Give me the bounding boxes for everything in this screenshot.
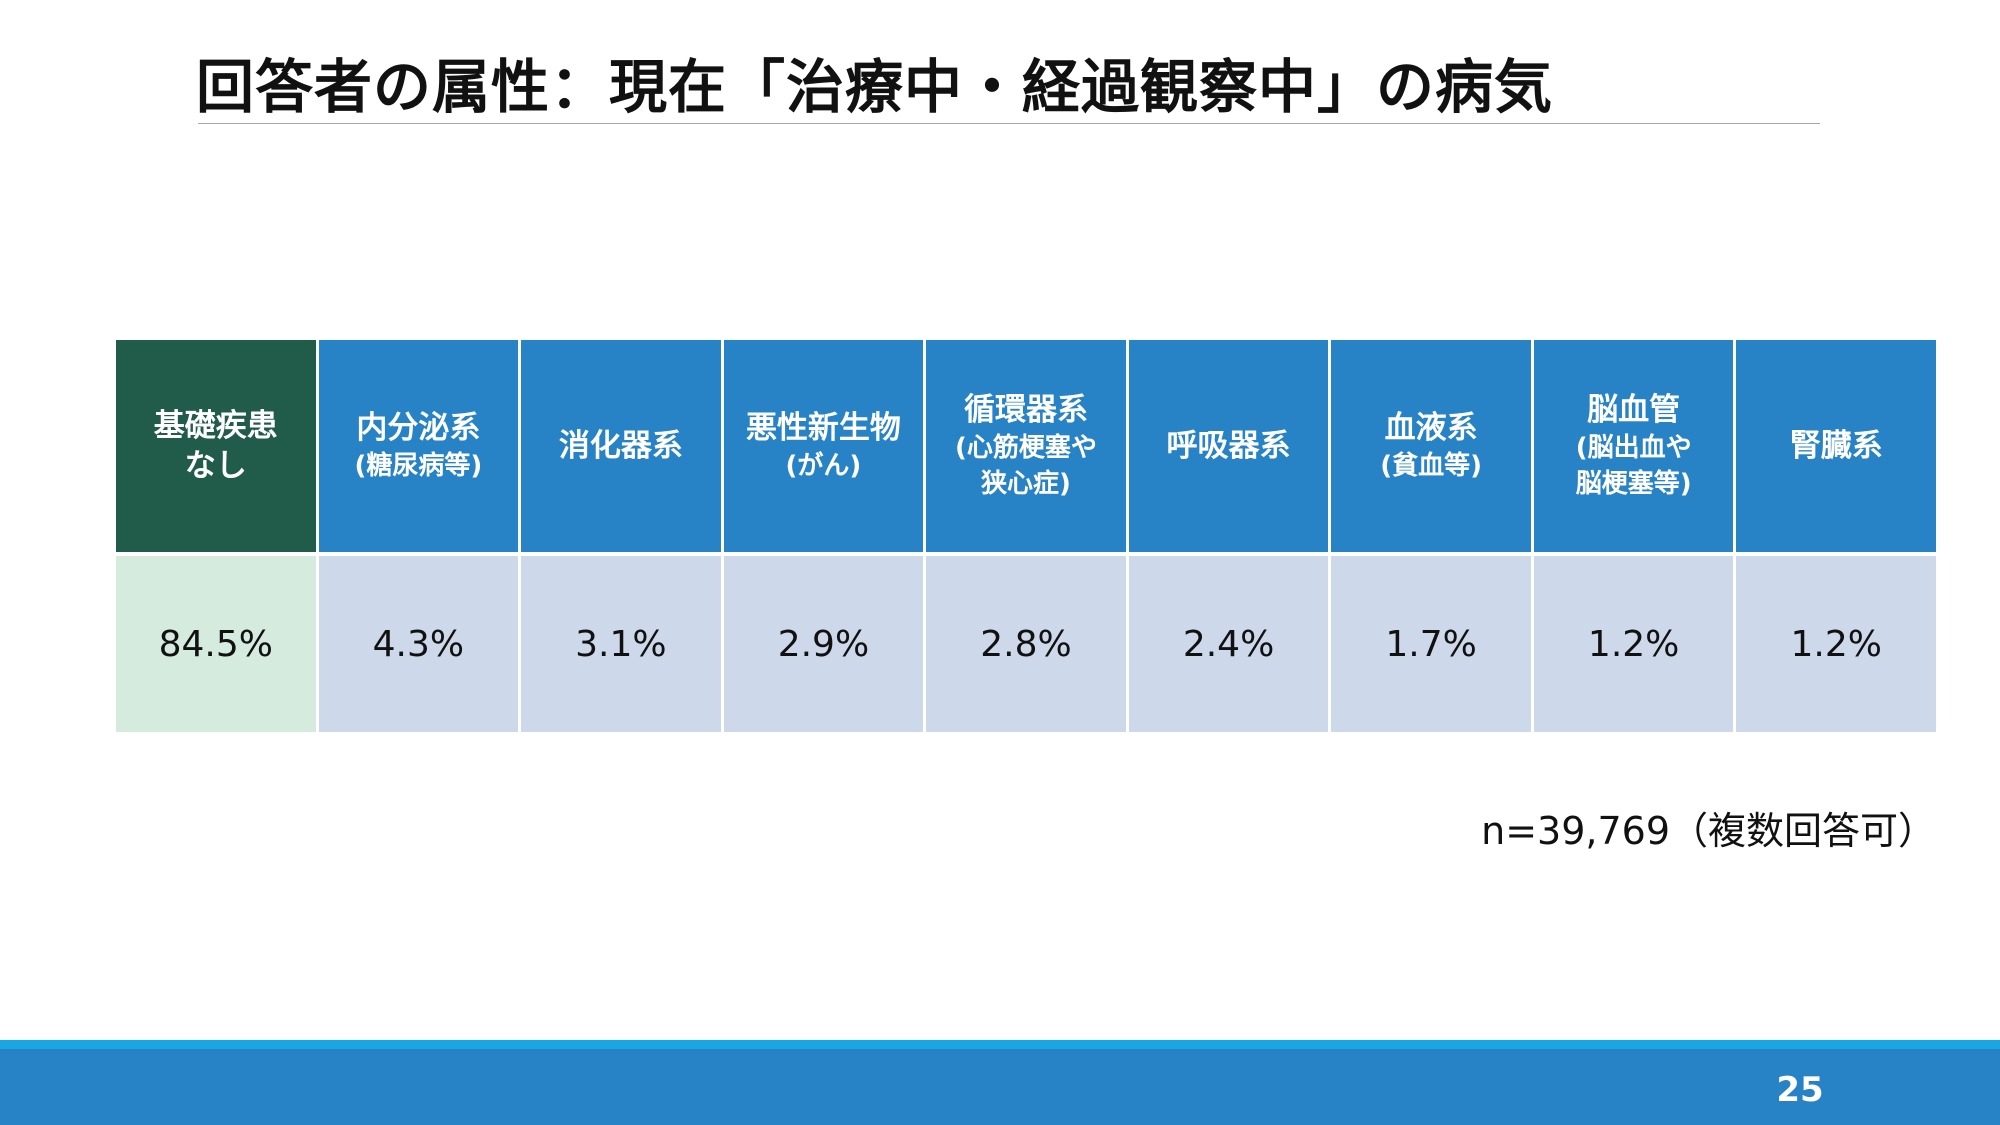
page-number: 25 [1776, 1070, 1824, 1110]
header-sublabel: (がん) [785, 451, 862, 481]
footer-bar [0, 1049, 2000, 1125]
header-label: 呼吸器系 [1166, 428, 1291, 464]
value-cell-kidney: 1.2% [1736, 556, 1936, 732]
header-label: 悪性新生物 [745, 410, 901, 446]
header-cell-circulatory: 循環器系 (心筋梗塞や 狭心症) [926, 340, 1126, 552]
header-label: 血液系 [1384, 410, 1478, 446]
header-label: 消化器系 [558, 428, 683, 464]
page-title: 回答者の属性：現在「治療中・経過観察中」の病気 [196, 53, 1554, 121]
value-cell-blood: 1.7% [1331, 556, 1531, 732]
value-cell-cerebrovascular: 1.2% [1533, 556, 1734, 732]
footer-accent-line [0, 1040, 2000, 1049]
header-cell-cancer: 悪性新生物 (がん) [723, 340, 924, 552]
header-label: 腎臓系 [1789, 428, 1883, 464]
header-sublabel: (脳出血や [1575, 433, 1692, 463]
title-divider [198, 123, 1820, 124]
header-label-line2: なし [184, 448, 247, 484]
header-cell-no-condition: 基礎疾患 なし [116, 340, 316, 552]
value-cell-cancer: 2.9% [723, 556, 924, 732]
disease-table: 基礎疾患 なし 内分泌系 (糖尿病等) 消化器系 悪性新生物 (がん) 循環器系… [116, 340, 1936, 732]
value-cell-respiratory: 2.4% [1128, 556, 1329, 732]
sample-size-note: n=39,769（複数回答可） [1481, 809, 1936, 853]
header-label: 循環器系 [963, 392, 1088, 428]
header-cell-kidney: 腎臓系 [1736, 340, 1936, 552]
header-sublabel-line2: 脳梗塞等) [1575, 469, 1692, 499]
header-sublabel: (心筋梗塞や [955, 433, 1097, 463]
header-label: 基礎疾患 [153, 408, 278, 444]
header-cell-blood: 血液系 (貧血等) [1331, 340, 1531, 552]
value-cell-digestive: 3.1% [521, 556, 721, 732]
header-sublabel: (糖尿病等) [354, 451, 483, 481]
header-cell-respiratory: 呼吸器系 [1128, 340, 1329, 552]
value-cell-circulatory: 2.8% [926, 556, 1126, 732]
value-cell-no-condition: 84.5% [116, 556, 316, 732]
header-cell-digestive: 消化器系 [521, 340, 721, 552]
header-label: 脳血管 [1587, 392, 1681, 428]
header-label: 内分泌系 [356, 410, 481, 446]
header-cell-endocrine: 内分泌系 (糖尿病等) [318, 340, 519, 552]
header-sublabel: (貧血等) [1380, 451, 1482, 481]
header-cell-cerebrovascular: 脳血管 (脳出血や 脳梗塞等) [1533, 340, 1734, 552]
header-sublabel-line2: 狭心症) [981, 469, 1071, 499]
value-cell-endocrine: 4.3% [318, 556, 519, 732]
